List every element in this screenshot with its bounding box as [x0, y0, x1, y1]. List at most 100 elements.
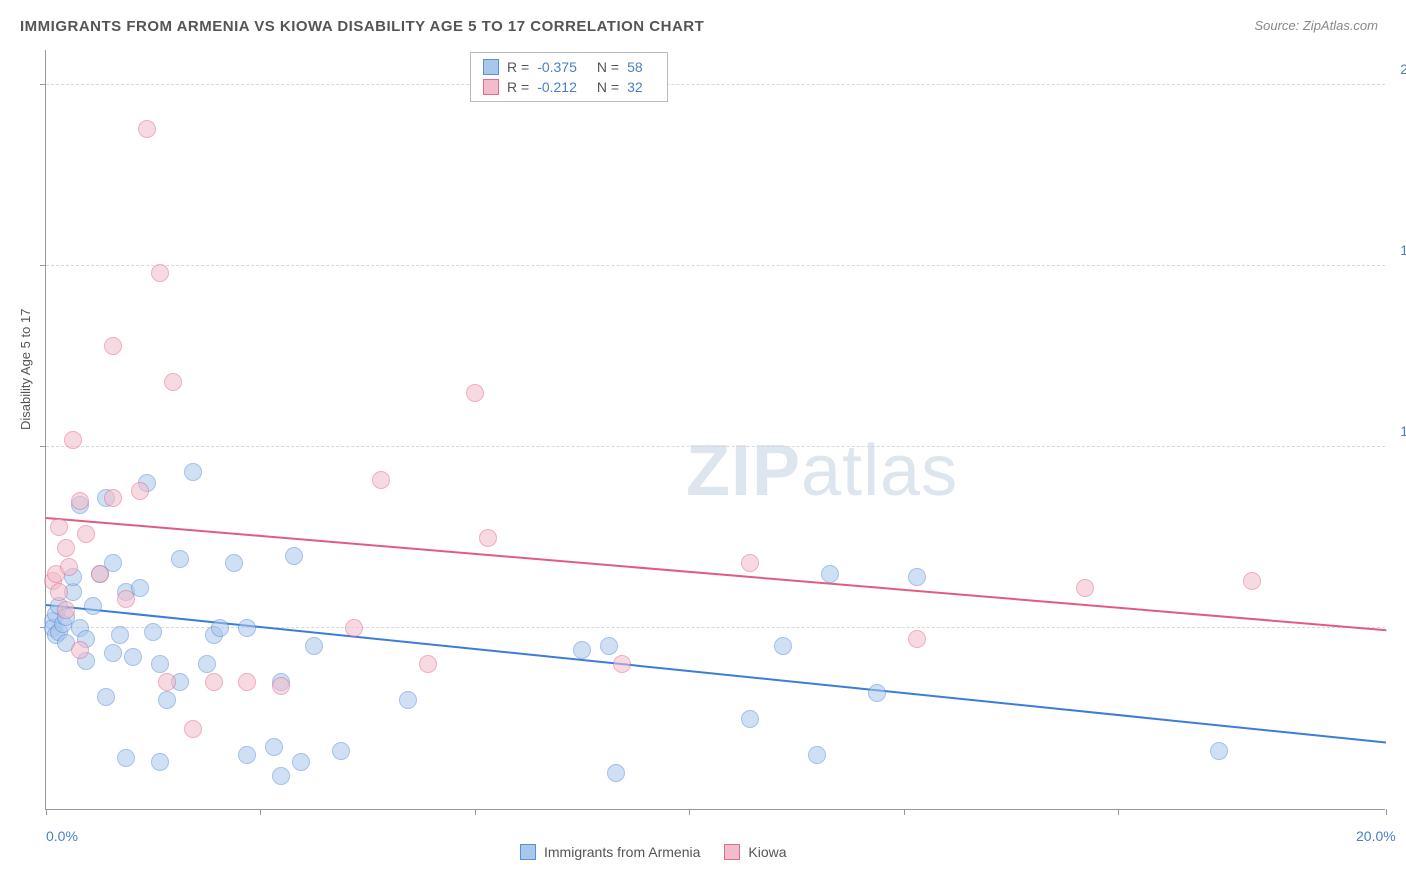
- data-point: [345, 619, 363, 637]
- n-label: N =: [597, 79, 619, 95]
- data-point: [600, 637, 618, 655]
- data-point: [60, 558, 78, 576]
- data-point: [292, 753, 310, 771]
- legend-item: Kiowa: [724, 844, 786, 860]
- data-point: [466, 384, 484, 402]
- source-name: ZipAtlas.com: [1303, 18, 1378, 33]
- y-tick: [40, 84, 46, 85]
- watermark-rest: atlas: [801, 431, 958, 511]
- data-point: [272, 767, 290, 785]
- data-point: [151, 264, 169, 282]
- y-tick-label: 20.0%: [1400, 61, 1406, 77]
- data-point: [1210, 742, 1228, 760]
- n-value: 58: [627, 59, 643, 75]
- watermark: ZIPatlas: [686, 430, 958, 512]
- data-point: [774, 637, 792, 655]
- data-point: [104, 337, 122, 355]
- y-axis-title: Disability Age 5 to 17: [18, 309, 33, 430]
- data-point: [104, 489, 122, 507]
- data-point: [265, 738, 283, 756]
- n-value: 32: [627, 79, 643, 95]
- data-point: [607, 764, 625, 782]
- legend-stats-box: R = -0.375 N = 58 R = -0.212 N = 32: [470, 52, 668, 102]
- data-point: [50, 518, 68, 536]
- data-point: [238, 619, 256, 637]
- r-label: R =: [507, 79, 529, 95]
- data-point: [158, 673, 176, 691]
- data-point: [84, 597, 102, 615]
- data-point: [71, 492, 89, 510]
- data-point: [372, 471, 390, 489]
- legend-bottom: Immigrants from Armenia Kiowa: [520, 844, 787, 860]
- data-point: [184, 720, 202, 738]
- data-point: [211, 619, 229, 637]
- legend-swatch: [520, 844, 536, 860]
- data-point: [238, 746, 256, 764]
- data-point: [71, 641, 89, 659]
- data-point: [138, 120, 156, 138]
- y-tick: [40, 265, 46, 266]
- data-point: [821, 565, 839, 583]
- data-point: [285, 547, 303, 565]
- legend-stat-row: R = -0.212 N = 32: [483, 77, 655, 97]
- data-point: [77, 525, 95, 543]
- data-point: [164, 373, 182, 391]
- data-point: [272, 677, 290, 695]
- data-point: [613, 655, 631, 673]
- data-point: [171, 550, 189, 568]
- gridline: [46, 84, 1385, 85]
- data-point: [741, 710, 759, 728]
- data-point: [908, 630, 926, 648]
- data-point: [808, 746, 826, 764]
- data-point: [908, 568, 926, 586]
- data-point: [104, 644, 122, 662]
- data-point: [131, 482, 149, 500]
- data-point: [151, 655, 169, 673]
- data-point: [332, 742, 350, 760]
- legend-label: Immigrants from Armenia: [544, 844, 700, 860]
- chart-title: IMMIGRANTS FROM ARMENIA VS KIOWA DISABIL…: [20, 18, 704, 35]
- gridline: [46, 446, 1385, 447]
- data-point: [57, 601, 75, 619]
- data-point: [151, 753, 169, 771]
- x-tick: [1386, 809, 1387, 815]
- r-value: -0.212: [537, 79, 577, 95]
- gridline: [46, 265, 1385, 266]
- data-point: [50, 583, 68, 601]
- x-tick: [46, 809, 47, 815]
- data-point: [111, 626, 129, 644]
- data-point: [1243, 572, 1261, 590]
- legend-swatch: [483, 79, 499, 95]
- data-point: [479, 529, 497, 547]
- watermark-bold: ZIP: [686, 431, 801, 511]
- legend-stat-row: R =-0.375N =58: [483, 57, 655, 77]
- x-tick: [1118, 809, 1119, 815]
- data-point: [205, 673, 223, 691]
- source-attribution: Source: ZipAtlas.com: [1254, 18, 1378, 33]
- n-label: N =: [597, 59, 619, 75]
- data-point: [144, 623, 162, 641]
- data-point: [573, 641, 591, 659]
- legend-label: Kiowa: [748, 844, 786, 860]
- legend-swatch: [483, 59, 499, 75]
- data-point: [741, 554, 759, 572]
- data-point: [225, 554, 243, 572]
- data-point: [184, 463, 202, 481]
- source-label: Source:: [1254, 18, 1302, 33]
- y-tick-label: 10.0%: [1400, 423, 1406, 439]
- legend-swatch: [724, 844, 740, 860]
- data-point: [64, 431, 82, 449]
- data-point: [419, 655, 437, 673]
- trendline: [46, 517, 1386, 631]
- data-point: [868, 684, 886, 702]
- data-point: [198, 655, 216, 673]
- data-point: [57, 539, 75, 557]
- data-point: [97, 688, 115, 706]
- r-value: -0.375: [537, 59, 577, 75]
- data-point: [117, 749, 135, 767]
- x-tick: [260, 809, 261, 815]
- x-tick: [475, 809, 476, 815]
- x-tick-label: 20.0%: [1356, 828, 1396, 844]
- x-tick-label: 0.0%: [46, 828, 78, 844]
- x-tick: [689, 809, 690, 815]
